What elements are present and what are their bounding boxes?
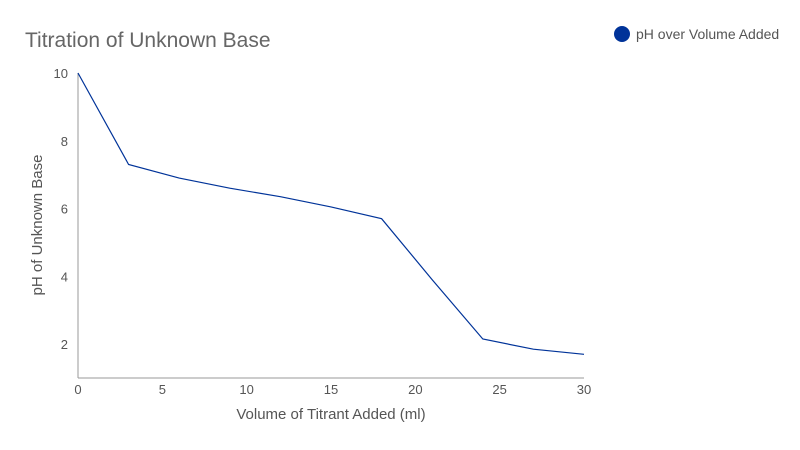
chart-title: Titration of Unknown Base	[25, 29, 271, 52]
x-ticks: 0 5 10 15 20 25 30	[74, 382, 591, 397]
legend-label: pH over Volume Added	[636, 26, 779, 42]
legend-marker	[614, 26, 630, 42]
y-axis-title: pH of Unknown Base	[29, 155, 46, 296]
series-group	[77, 72, 585, 355]
legend: pH over Volume Added	[614, 26, 779, 42]
y-ticks: 2 4 6 8 10	[54, 66, 68, 352]
y-tick-label: 6	[61, 202, 68, 217]
x-tick-label: 0	[74, 382, 81, 397]
y-tick-label: 4	[61, 269, 68, 284]
y-tick-label: 10	[54, 66, 68, 81]
x-axis-title: Volume of Titrant Added (ml)	[236, 406, 425, 423]
y-tick-label: 2	[61, 337, 68, 352]
x-tick-label: 15	[324, 382, 338, 397]
x-tick-label: 30	[577, 382, 591, 397]
series-line	[77, 72, 585, 355]
x-tick-label: 10	[239, 382, 253, 397]
y-tick-label: 8	[61, 134, 68, 149]
x-tick-label: 20	[408, 382, 422, 397]
x-tick-label: 25	[492, 382, 506, 397]
x-tick-label: 5	[159, 382, 166, 397]
